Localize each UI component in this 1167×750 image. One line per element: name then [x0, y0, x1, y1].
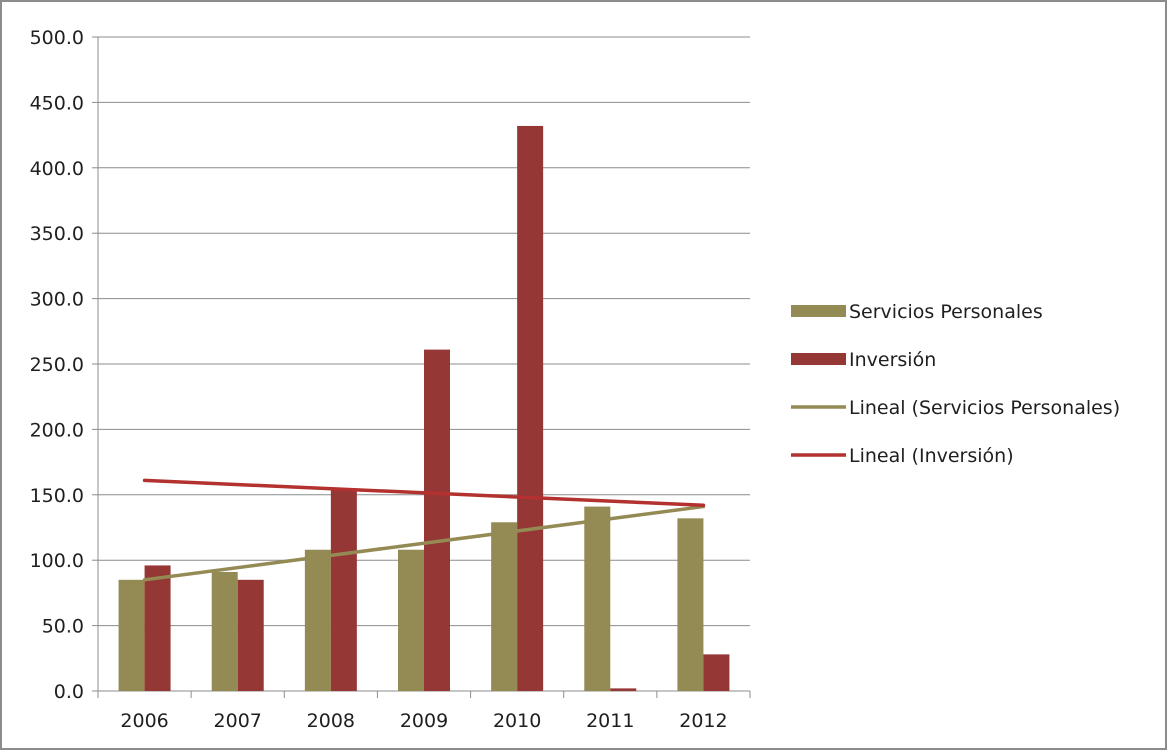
legend-label-inversion: Inversión [849, 349, 936, 371]
bar-servicios-personales [304, 549, 331, 691]
y-tick-label: 450.0 [30, 92, 84, 114]
bar-servicios-personales [677, 518, 704, 691]
x-tick-label: 2007 [214, 710, 262, 732]
y-tick-label: 50.0 [42, 616, 84, 638]
bars [118, 125, 730, 692]
y-tick-label: 350.0 [30, 223, 84, 245]
y-tick-label: 0.0 [54, 681, 84, 703]
y-tick-label: 300.0 [30, 289, 84, 311]
x-tick-label: 2006 [120, 710, 168, 732]
legend-label-servicios-personales: Servicios Personales [849, 301, 1043, 323]
y-tick-label: 400.0 [30, 158, 84, 180]
bar-servicios-personales [118, 579, 145, 691]
bar-servicios-personales [584, 506, 611, 691]
bar-servicios-personales [398, 549, 424, 691]
legend-label-lineal-inversion: Lineal (Inversión) [849, 445, 1014, 467]
x-tick-label: 2008 [307, 710, 355, 732]
trendline-servicios-personales [142, 504, 706, 582]
bar-inversion [610, 688, 637, 691]
trendline-inversion [142, 478, 706, 508]
legend-swatch-servicios-personales [791, 305, 846, 317]
y-tick-label: 500.0 [30, 27, 84, 49]
legend: Servicios Personales Inversión Lineal (Ser… [791, 301, 1120, 467]
y-tick-label: 150.0 [30, 485, 84, 507]
legend-label-lineal-servicios-personales: Lineal (Servicios Personales) [849, 397, 1120, 419]
bar-servicios-personales [491, 522, 518, 691]
bar-inversion [144, 565, 171, 691]
y-tick-label: 200.0 [30, 419, 84, 441]
y-tick-label: 100.0 [30, 550, 84, 572]
legend-swatch-inversion [791, 353, 846, 365]
bar-inversion [424, 349, 450, 691]
x-tick-label: 2009 [400, 710, 448, 732]
bar-inversion [330, 488, 357, 691]
bar-inversion [703, 654, 730, 691]
bar-inversion [237, 579, 264, 691]
y-tick-label: 250.0 [30, 354, 84, 376]
x-tick-label: 2012 [679, 710, 727, 732]
x-tick-label: 2011 [586, 710, 634, 732]
bar-inversion [517, 125, 544, 692]
bar-servicios-personales [211, 571, 238, 691]
x-tick-label: 2010 [493, 710, 541, 732]
trendlines [142, 478, 706, 582]
axes: 0.0 50.0 100.0 150.0 200.0 250.0 300.0 350.0 400… [30, 27, 751, 732]
